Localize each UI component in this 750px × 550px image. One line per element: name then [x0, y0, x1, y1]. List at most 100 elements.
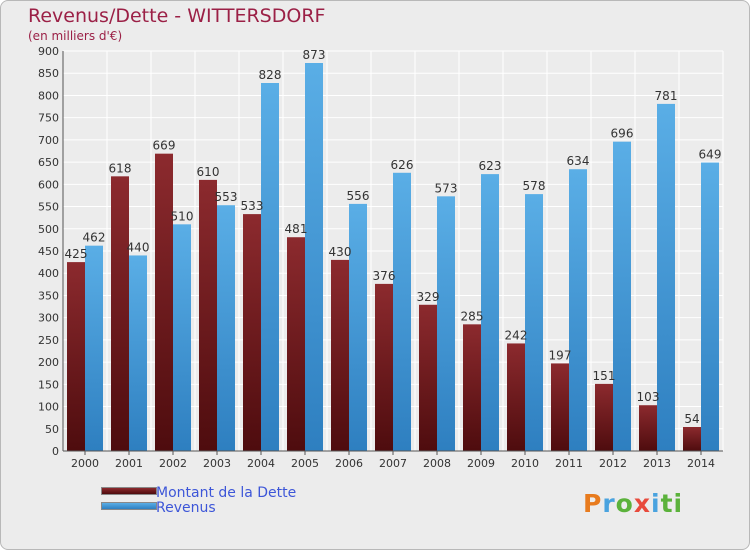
data-label-debt-2001: 618	[109, 161, 132, 175]
bar-revenue-2004	[261, 83, 279, 451]
bar-revenue-2007	[393, 172, 411, 451]
legend-swatch-revenue	[101, 502, 157, 510]
data-label-debt-2012: 151	[593, 369, 616, 383]
y-tick-label: 450	[38, 245, 59, 258]
x-tick-label: 2007	[379, 457, 407, 470]
data-label-revenue-2006: 556	[347, 189, 370, 203]
data-label-debt-2000: 425	[65, 247, 88, 261]
y-tick-label: 600	[38, 178, 59, 191]
y-tick-label: 0	[52, 445, 59, 458]
bar-revenue-2010	[525, 194, 543, 451]
y-tick-label: 700	[38, 134, 59, 147]
x-tick-label: 2003	[203, 457, 231, 470]
bar-debt-2001	[111, 176, 129, 452]
y-tick-label: 900	[38, 45, 59, 58]
x-tick-label: 2006	[335, 457, 363, 470]
bar-debt-2000	[67, 262, 85, 451]
data-label-debt-2008: 329	[417, 290, 440, 304]
data-label-debt-2009: 285	[461, 309, 484, 323]
bar-debt-2002	[155, 153, 173, 451]
data-label-revenue-2012: 696	[611, 127, 634, 141]
data-label-revenue-2007: 626	[391, 158, 414, 172]
bar-debt-2013	[639, 405, 657, 451]
y-tick-label: 350	[38, 289, 59, 302]
x-tick-label: 2005	[291, 457, 319, 470]
bar-revenue-2014	[701, 162, 719, 452]
legend-label-debt: Montant de la Dette	[156, 485, 297, 501]
data-label-debt-2011: 197	[549, 348, 572, 362]
bar-debt-2011	[551, 363, 569, 451]
bar-debt-2008	[419, 304, 437, 451]
x-tick-label: 2010	[511, 457, 539, 470]
chart-title: Revenus/Dette - WITTERSDORF	[28, 5, 326, 27]
data-label-revenue-2010: 578	[523, 179, 546, 193]
x-tick-label: 2012	[599, 457, 627, 470]
axes: 0 50 100 150 200 250 300 350 400 450 500 550 600 650 7…	[38, 45, 723, 470]
bar-revenue-2013	[657, 103, 675, 451]
y-tick-label: 250	[38, 334, 59, 347]
legend-swatch-debt	[101, 487, 157, 495]
bar-debt-2009	[463, 324, 481, 451]
proxiti-logo: Proxiti	[583, 489, 684, 518]
x-tick-label: 2013	[643, 457, 671, 470]
data-label-revenue-2005: 873	[303, 48, 326, 62]
y-tick-label: 550	[38, 201, 59, 214]
y-tick-label: 300	[38, 312, 59, 325]
data-label-debt-2002: 669	[153, 139, 176, 153]
x-tick-label: 2001	[115, 457, 143, 470]
data-label-debt-2006: 430	[329, 245, 352, 259]
data-label-revenue-2011: 634	[567, 154, 590, 168]
bar-debt-2014	[683, 427, 701, 451]
y-tick-label: 200	[38, 356, 59, 369]
data-label-revenue-2002: 510	[171, 209, 194, 223]
y-tick-label: 400	[38, 267, 59, 280]
y-tick-label: 800	[38, 89, 59, 102]
data-label-debt-2005: 481	[285, 222, 308, 236]
data-label-revenue-2001: 440	[127, 240, 150, 254]
data-label-debt-2007: 376	[373, 269, 396, 283]
x-tick-label: 2002	[159, 457, 187, 470]
data-label-revenue-2008: 573	[435, 181, 458, 195]
bar-debt-2007	[375, 283, 393, 451]
y-tick-label: 50	[45, 423, 59, 436]
data-label-debt-2013: 103	[637, 390, 660, 404]
bar-revenue-2009	[481, 174, 499, 451]
x-tick-label: 2009	[467, 457, 495, 470]
bars	[67, 63, 719, 452]
y-tick-label: 650	[38, 156, 59, 169]
x-tick-label: 2011	[555, 457, 583, 470]
bar-revenue-2002	[173, 224, 191, 451]
bar-debt-2005	[287, 237, 305, 451]
bar-revenue-2006	[349, 203, 367, 451]
bar-revenue-2000	[85, 245, 103, 451]
y-tick-label: 150	[38, 378, 59, 391]
data-label-revenue-2003: 553	[215, 190, 238, 204]
data-label-debt-2003: 610	[197, 165, 220, 179]
bar-revenue-2012	[613, 141, 631, 451]
y-tick-label: 750	[38, 112, 59, 125]
x-tick-label: 2004	[247, 457, 275, 470]
x-tick-label: 2000	[71, 457, 99, 470]
data-label-debt-2010: 242	[505, 328, 528, 342]
bar-debt-2003	[199, 179, 217, 451]
data-label-debt-2004: 533	[241, 199, 264, 213]
data-label-revenue-2009: 623	[479, 159, 502, 173]
legend-label-revenue: Revenus	[156, 500, 216, 516]
y-tick-label: 850	[38, 67, 59, 80]
y-tick-label: 500	[38, 223, 59, 236]
bar-debt-2010	[507, 343, 525, 451]
chart-subtitle: (en milliers d'€)	[28, 29, 123, 43]
bar-revenue-2011	[569, 169, 587, 451]
data-label-revenue-2000: 462	[83, 231, 106, 245]
bar-debt-2006	[331, 259, 349, 451]
bar-revenue-2003	[217, 205, 235, 451]
x-tick-label: 2008	[423, 457, 451, 470]
x-tick-label: 2014	[687, 457, 715, 470]
bar-debt-2012	[595, 383, 613, 451]
bar-revenue-2001	[129, 255, 147, 451]
y-tick-label: 100	[38, 401, 59, 414]
bar-revenue-2005	[305, 63, 323, 451]
